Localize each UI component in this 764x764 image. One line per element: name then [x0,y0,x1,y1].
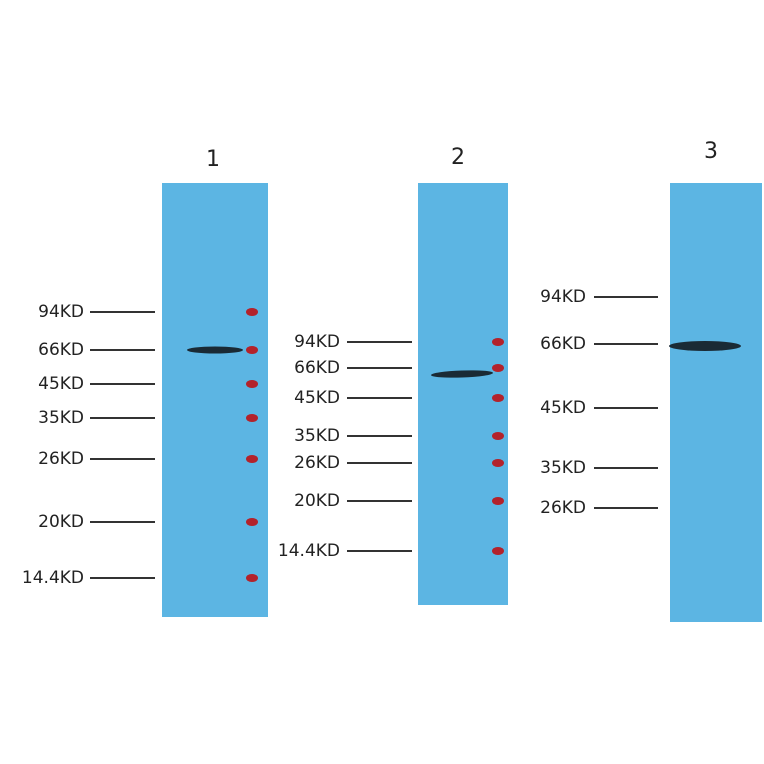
marker-label: 26KD [38,449,84,469]
ladder-dot [492,497,504,505]
marker-label: 66KD [540,334,586,354]
ladder-dot [492,432,504,440]
lane-number: 3 [704,139,718,164]
lane-number: 2 [451,145,465,170]
protein-band [669,341,741,351]
lane-strip [418,183,508,605]
marker-label: 35KD [294,426,340,446]
marker-label: 14.4KD [278,541,340,561]
ladder-dot [492,338,504,346]
lane-number: 1 [206,147,220,172]
ladder-dot [246,455,258,463]
marker-label: 45KD [294,388,340,408]
marker-label: 94KD [38,302,84,322]
marker-label: 35KD [38,408,84,428]
marker-label: 66KD [38,340,84,360]
ladder-dot [246,346,258,354]
marker-label: 26KD [540,498,586,518]
ladder-dot [246,414,258,422]
marker-label: 26KD [294,453,340,473]
marker-label: 35KD [540,458,586,478]
lane-strip [162,183,268,617]
marker-label: 45KD [38,374,84,394]
marker-label: 45KD [540,398,586,418]
ladder-dot [492,394,504,402]
lane-strip [670,183,762,622]
ladder-dot [492,459,504,467]
marker-label: 66KD [294,358,340,378]
ladder-dot [246,518,258,526]
marker-label: 20KD [294,491,340,511]
protein-band [431,370,493,378]
ladder-dot [246,308,258,316]
ladder-dot [246,574,258,582]
ladder-dot [492,364,504,372]
marker-label: 94KD [540,287,586,307]
ladder-dot [492,547,504,555]
marker-label: 20KD [38,512,84,532]
marker-label: 14.4KD [22,568,84,588]
marker-label: 94KD [294,332,340,352]
protein-band [187,346,243,354]
ladder-dot [246,380,258,388]
